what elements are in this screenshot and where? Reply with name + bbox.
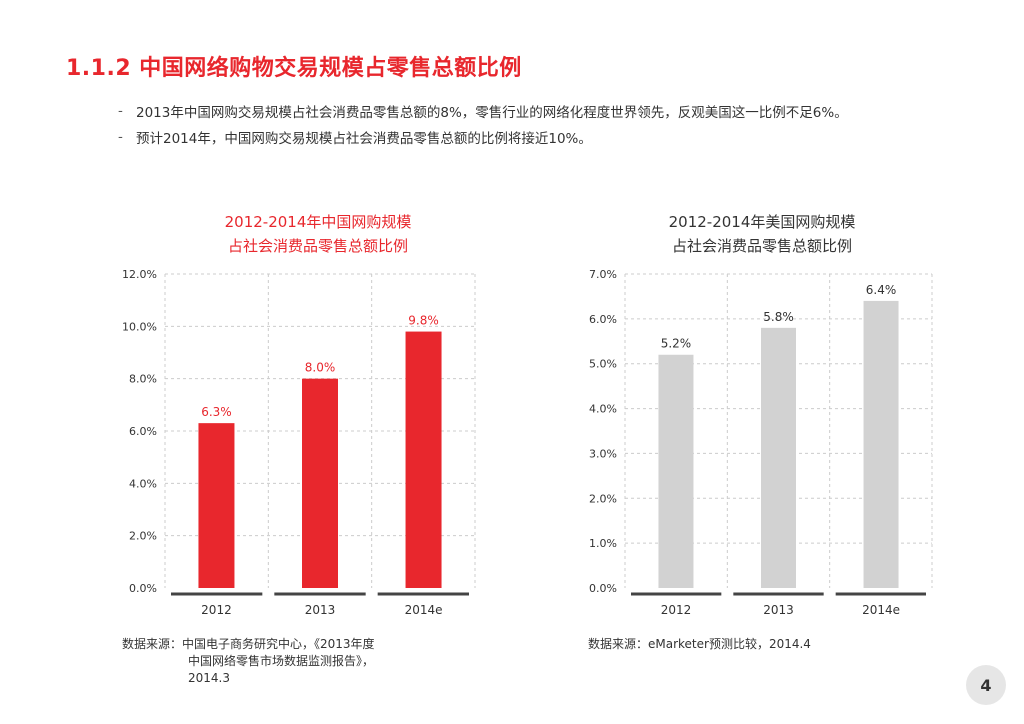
us-ytick-label: 5.0% [589, 358, 617, 371]
china-category-label: 2013 [305, 603, 336, 617]
bullet-text: 预计2014年，中国网购交易规模占社会消费品零售总额的比例将接近10%。 [136, 131, 592, 147]
china-ytick-label: 0.0% [129, 582, 157, 595]
china-value-label: 6.3% [201, 405, 232, 419]
us-ytick-label: 2.0% [589, 492, 617, 505]
china-ytick-label: 8.0% [129, 373, 157, 386]
china-value-label: 9.8% [408, 314, 439, 328]
china-source-line2: 中国网络零售市场数据监测报告》， [188, 654, 375, 668]
china-ytick-label: 10.0% [122, 320, 157, 333]
us-category-label: 2012 [661, 603, 692, 617]
bullet-marker: - [118, 129, 123, 145]
bullet-item: - 2013年中国网购交易规模占社会消费品零售总额的8%，零售行业的网络化程度世… [118, 98, 848, 124]
page-title: 1.1.2 中国网络购物交易规模占零售总额比例 [66, 56, 522, 81]
china-ytick-label: 2.0% [129, 530, 157, 543]
us-chart-title-line2: 占社会消费品零售总额比例 [671, 237, 852, 255]
china-category-label: 2014e [405, 603, 443, 617]
china-chart-source: 数据来源：中国电子商务研究中心，《2013年度 中国网络零售市场数据监测报告》，… [122, 636, 375, 687]
us-bar [863, 300, 899, 588]
us-value-label: 6.4% [866, 283, 897, 297]
china-bar [302, 378, 338, 588]
us-ytick-label: 0.0% [589, 582, 617, 595]
china-ytick-label: 4.0% [129, 477, 157, 490]
us-value-label: 5.2% [661, 337, 692, 351]
us-chart-title-line1: 2012-2014年美国网购规模 [668, 213, 856, 231]
china-bar [198, 423, 235, 588]
us-ytick-label: 4.0% [589, 403, 617, 416]
us-ytick-label: 1.0% [589, 537, 617, 550]
us-value-label: 5.8% [763, 310, 794, 324]
china-ytick-label: 12.0% [122, 268, 157, 281]
china-chart-title-line1: 2012-2014年中国网购规模 [224, 213, 412, 231]
us-ytick-label: 3.0% [589, 447, 617, 460]
us-ytick-label: 7.0% [589, 268, 617, 281]
china-source-line3: 2014.3 [188, 671, 230, 685]
summary-bullets: - 2013年中国网购交易规模占社会消费品零售总额的8%，零售行业的网络化程度世… [118, 98, 848, 150]
us-bar [761, 327, 796, 588]
bullet-marker: - [118, 103, 123, 119]
china-value-label: 8.0% [305, 361, 336, 375]
china-category-label: 2012 [201, 603, 232, 617]
bullet-text: 2013年中国网购交易规模占社会消费品零售总额的8%，零售行业的网络化程度世界领… [136, 105, 848, 121]
us-chart-source: 数据来源：eMarketer预测比较，2014.4 [588, 637, 811, 651]
china-bar [405, 331, 442, 588]
china-ytick-label: 6.0% [129, 425, 157, 438]
china-chart-title-line2: 占社会消费品零售总额比例 [227, 237, 408, 255]
us-ytick-label: 6.0% [589, 313, 617, 326]
china-source-line1: 数据来源：中国电子商务研究中心，《2013年度 [122, 637, 375, 651]
us-category-label: 2014e [862, 603, 900, 617]
us-bar [658, 354, 694, 588]
bullet-item: - 预计2014年，中国网购交易规模占社会消费品零售总额的比例将接近10%。 [118, 124, 848, 150]
china-chart-title: 2012-2014年中国网购规模 占社会消费品零售总额比例 [168, 210, 468, 258]
page-number-badge: 4 [966, 665, 1006, 705]
us-category-label: 2013 [763, 603, 794, 617]
us-chart-title: 2012-2014年美国网购规模 占社会消费品零售总额比例 [612, 210, 912, 258]
